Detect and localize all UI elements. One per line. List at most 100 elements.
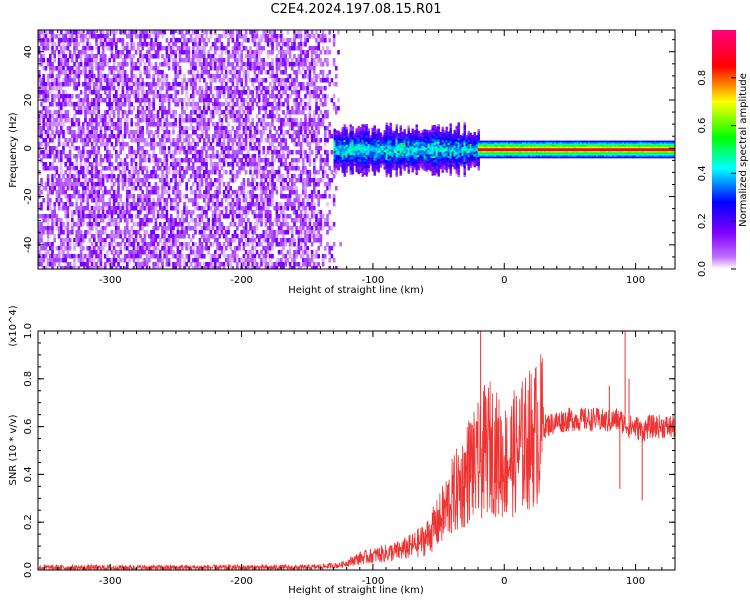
heatmap-cell [238,94,241,99]
heatmap-cell [183,50,186,55]
heatmap-cell [115,218,118,223]
heatmap-cell [174,166,177,171]
heatmap-cell [97,178,100,183]
heatmap-cell [302,74,305,79]
heatmap-cell [203,62,206,67]
heatmap-cell [75,210,78,215]
heatmap-cell [211,134,215,139]
heatmap-cell [288,214,292,219]
heatmap-cell [187,234,191,239]
heatmap-cell [139,194,142,199]
heatmap-cell [152,226,155,231]
heatmap-cell [247,134,250,139]
heatmap-cell [137,66,140,71]
heatmap-cell [163,142,166,147]
heatmap-cell [214,154,217,159]
heatmap-cell [196,134,199,139]
heatmap-cell [84,266,87,269]
heatmap-cell [86,150,89,155]
heatmap-cell [137,178,140,183]
heatmap-cell [178,70,182,75]
heatmap-cell [137,202,140,207]
heatmap-cell [200,226,204,231]
heatmap-cell [95,82,98,87]
heatmap-cell [260,158,263,163]
heatmap-cell [99,198,103,203]
heatmap-cell [123,242,127,247]
heatmap-cell [238,206,241,211]
heatmap-cell [249,250,252,255]
heatmap-cell [88,34,92,39]
heatmap-cell [214,222,217,227]
heatmap-cell [216,194,219,199]
heatmap-cell [308,142,312,147]
heatmap-cell [130,178,133,183]
heatmap-cell [308,66,312,71]
heatmap-cell [233,86,237,91]
heatmap-cell [73,182,76,187]
heatmap-cell [196,182,199,187]
heatmap-cell [271,66,274,71]
heatmap-cell [225,226,228,231]
heatmap-cell [134,250,138,255]
heatmap-cell [77,258,81,263]
heatmap-cell [106,158,109,163]
heatmap-cell [141,86,144,91]
heatmap-cell [218,158,221,163]
heatmap-cell [211,54,215,59]
heatmap-cell [308,226,312,231]
heatmap-cell [218,62,221,67]
heatmap-cell [302,138,305,143]
heatmap-cell [286,50,290,55]
heatmap-cell [141,158,144,163]
heatmap-cell [46,258,50,263]
heatmap-cell [205,82,208,87]
heatmap-cell [110,210,114,215]
heatmap-cell [258,214,261,219]
heatmap-cell [143,198,147,203]
heatmap-cell [128,182,131,187]
heatmap-cell [119,118,122,123]
heatmap-cell [216,202,219,207]
heatmap-cell [196,186,199,191]
heatmap-cell [214,194,217,199]
heatmap-cell [161,86,164,91]
heatmap-cell [299,46,303,51]
heatmap-cell [260,50,263,55]
heatmap-cell [205,178,208,183]
heatmap-cell [231,118,235,123]
heatmap-cell [163,178,166,183]
heatmap-cell [77,242,81,247]
heatmap-cell [126,54,129,59]
heatmap-cell [68,66,72,71]
heatmap-cell [90,110,94,115]
heatmap-cell [319,178,323,183]
heatmap-cell [167,122,171,127]
heatmap-cell [214,162,217,167]
heatmap-cell [251,146,254,151]
heatmap-cell [172,190,175,195]
heatmap-cell [295,254,298,259]
heatmap-cell [200,86,204,91]
heatmap-cell [238,150,241,155]
heatmap-cell [194,50,197,55]
heatmap-cell [260,194,263,199]
heatmap-cell [40,134,43,139]
heatmap-cell [165,198,169,203]
heatmap-cell [73,114,76,119]
heatmap-cell [236,202,239,207]
heatmap-cell [77,254,81,259]
heatmap-cell [101,226,105,231]
heatmap-cell [121,134,125,139]
heatmap-cell [282,218,285,223]
heatmap-cell [172,62,175,67]
heatmap-cell [99,158,103,163]
heatmap-cell [121,170,125,175]
heatmap-cell [220,58,224,63]
heatmap-cell [247,258,250,263]
heatmap-cell [222,94,226,99]
heatmap-cell [176,222,180,227]
heatmap-cell [297,250,301,255]
heatmap-cell [108,202,111,207]
heatmap-cell [231,98,235,103]
